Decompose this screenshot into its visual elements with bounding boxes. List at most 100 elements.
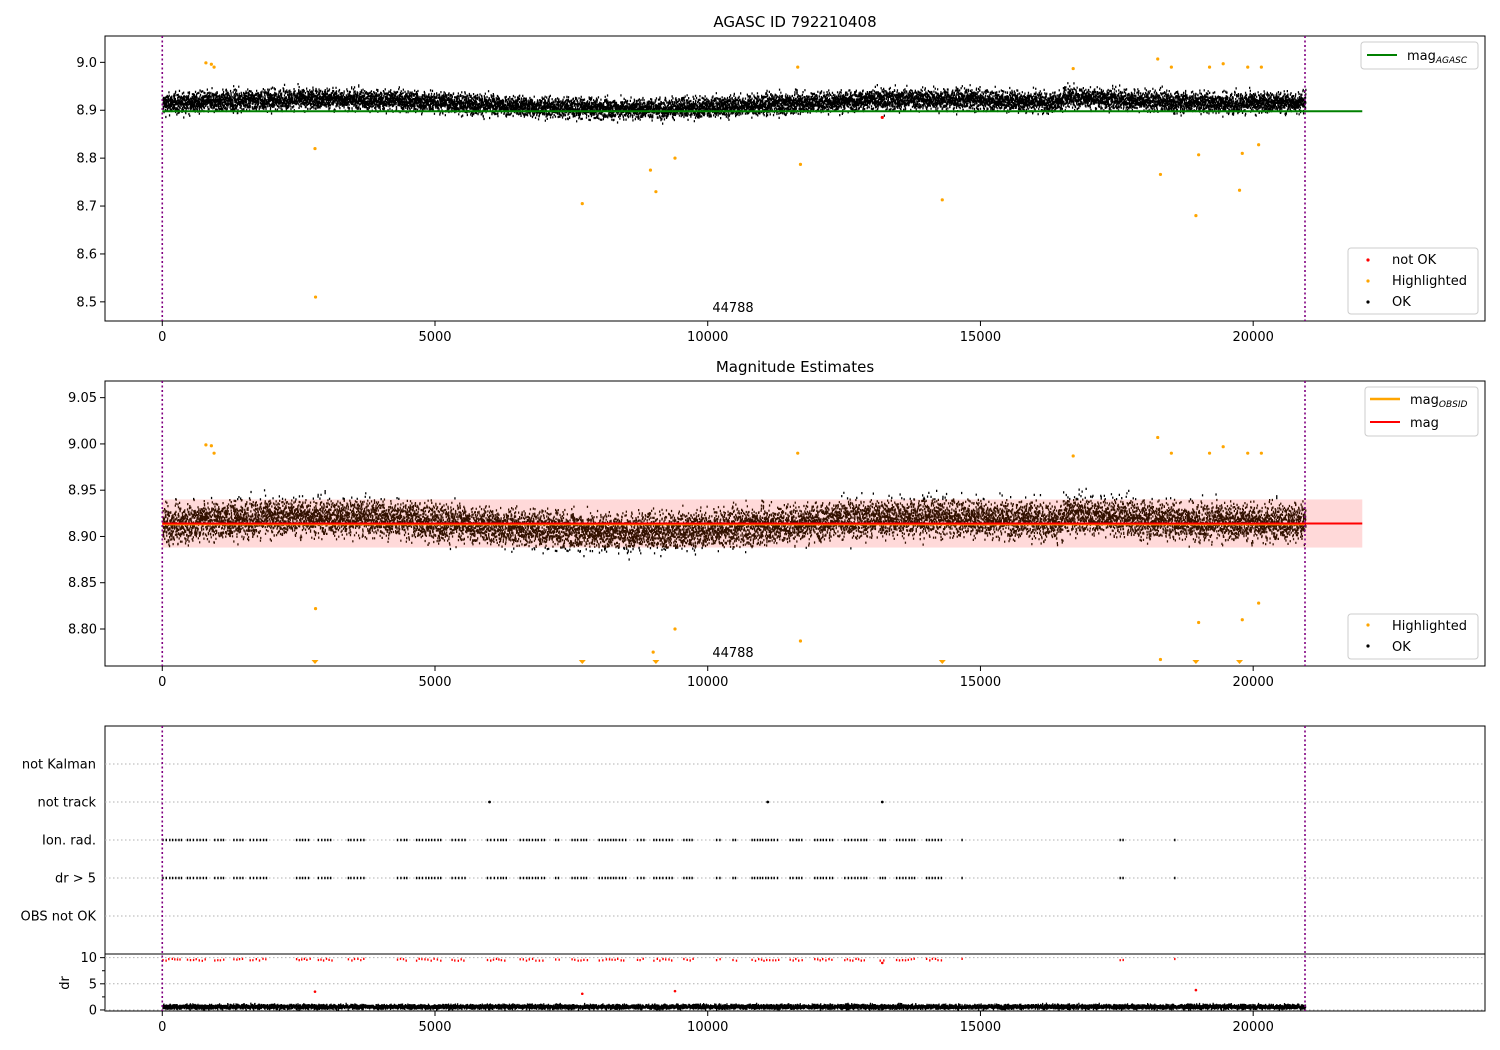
panel2-legend-bottom: Highlighted OK [1347, 613, 1479, 660]
y-tick-label: 8.85 [68, 576, 97, 591]
not-ok-point [880, 115, 884, 120]
panel4-x-ticks: 0 5000 10000 15000 20000 [158, 1011, 1274, 1035]
x-tick-label: 5000 [418, 675, 451, 690]
highlighted-point [1197, 153, 1201, 157]
x-tick-label: 15000 [960, 330, 1001, 345]
x-tick-label: 0 [158, 675, 166, 690]
dr-red-outlier [580, 992, 584, 996]
below-range-marker [1236, 660, 1244, 664]
panel-magnitude-estimates: Magnitude Estimates 0 5000 10000 15000 20000… [68, 358, 1486, 690]
panel1-legend-bottom: not OK Highlighted OK [1347, 247, 1479, 315]
y-tick-label: 8.90 [68, 530, 97, 545]
not-track-point [488, 800, 491, 804]
flag-label: dr > 5 [55, 872, 96, 887]
dr-red-cluster [162, 957, 1176, 962]
dr-tick-label: 5 [89, 977, 97, 992]
highlighted-point [313, 146, 317, 151]
highlighted-point [209, 62, 213, 66]
not-track-point [766, 800, 770, 804]
highlighted-point [798, 639, 803, 643]
panel2-annotation: 44788 [712, 646, 753, 661]
below-range-marker [938, 660, 946, 664]
panel-agasc: AGASC ID 792210408 0 5000 10000 15000 20000 … [76, 13, 1486, 345]
highlighted-point [1169, 451, 1173, 455]
dr-axis-label: dr [58, 976, 73, 990]
highlighted-point [1207, 65, 1212, 69]
dr-red-outlier [880, 961, 884, 965]
y-tick-label: 8.80 [68, 622, 97, 637]
highlighted-point [204, 61, 208, 65]
x-tick-label: 0 [158, 1020, 166, 1035]
below-range-marker [311, 660, 319, 664]
x-tick-label: 20000 [1233, 675, 1274, 690]
highlighted-point [673, 156, 677, 160]
highlighted-point [1221, 62, 1225, 66]
x-tick-label: 10000 [687, 330, 728, 345]
y-tick-label: 8.6 [76, 247, 97, 262]
panel1-x-ticks: 0 5000 10000 15000 20000 [158, 321, 1274, 345]
ok-cloud [162, 82, 1307, 125]
highlighted-point [1156, 57, 1160, 61]
highlighted-point [940, 198, 944, 202]
not-track-point [880, 800, 884, 804]
highlighted-point [1156, 435, 1160, 440]
highlighted-point [1240, 618, 1244, 622]
highlighted-point [1257, 143, 1261, 147]
panel2-title: Magnitude Estimates [716, 358, 874, 376]
panel2-highlighted-points [204, 435, 1263, 664]
flag-label: not track [37, 796, 96, 811]
flag-label: OBS not OK [21, 910, 97, 925]
panel2-frame [104, 380, 1486, 667]
highlighted-point [1158, 172, 1163, 177]
y-tick-label: 9.05 [68, 391, 97, 406]
panel3-flag-points [162, 800, 1176, 880]
below-range-marker [652, 660, 660, 664]
panel1-highlighted-points [204, 57, 1263, 299]
highlighted-point [209, 444, 213, 448]
below-range-marker [1192, 660, 1200, 664]
panel1-y-ticks: 8.5 8.6 8.7 8.8 8.9 9.0 [76, 56, 105, 310]
highlighted-point [313, 607, 318, 611]
legend-mag: mag [1410, 416, 1439, 431]
highlighted-point [1169, 65, 1173, 69]
highlighted-point [651, 650, 655, 654]
panel4-red-points [162, 957, 1198, 996]
panel1-legend-top: magAGASC [1360, 41, 1479, 70]
ion-rad-dr5-points [162, 838, 1176, 880]
highlighted-point [1194, 214, 1198, 218]
legend-mag-agasc: magAGASC [1407, 49, 1468, 66]
highlighted-point [796, 65, 800, 69]
below-range-marker [578, 660, 586, 664]
highlighted-point [313, 295, 318, 299]
highlighted-point [1240, 151, 1244, 155]
panel-dr: 0 5 10 0 5000 10000 15000 20000 dr [58, 951, 1486, 1035]
panel4-y-ticks: 0 5 10 [80, 951, 105, 1018]
dr-tick-label: 0 [89, 1003, 97, 1018]
y-tick-label: 9.00 [68, 437, 97, 452]
dr-red-outlier [1194, 988, 1198, 992]
y-tick-label: 8.5 [76, 295, 97, 310]
dr-red-outlier [673, 989, 677, 993]
panel-flags: not Kalman not track Ion. rad. dr > 5 OBS no… [21, 725, 1486, 955]
panel1-annotation: 44788 [712, 301, 753, 316]
highlighted-point [1158, 657, 1163, 662]
highlighted-point [648, 168, 653, 172]
y-tick-label: 9.0 [76, 56, 97, 71]
y-tick-label: 8.9 [76, 104, 97, 119]
highlighted-point [1259, 65, 1263, 69]
highlighted-point [796, 451, 800, 455]
y-tick-label: 8.8 [76, 152, 97, 167]
legend-not-ok: not OK [1392, 253, 1437, 268]
panel2-x-ticks: 0 5000 10000 15000 20000 [158, 666, 1274, 690]
x-tick-label: 20000 [1233, 330, 1274, 345]
flag-label: not Kalman [22, 758, 96, 773]
panel2-legend-top: magOBSID mag [1364, 386, 1479, 437]
highlighted-point [673, 627, 677, 631]
x-tick-label: 5000 [418, 1020, 451, 1035]
panel4-dr-points [162, 1002, 1307, 1011]
highlighted-point [580, 202, 584, 206]
x-tick-label: 10000 [687, 675, 728, 690]
x-tick-label: 20000 [1233, 1020, 1274, 1035]
x-tick-label: 10000 [687, 1020, 728, 1035]
